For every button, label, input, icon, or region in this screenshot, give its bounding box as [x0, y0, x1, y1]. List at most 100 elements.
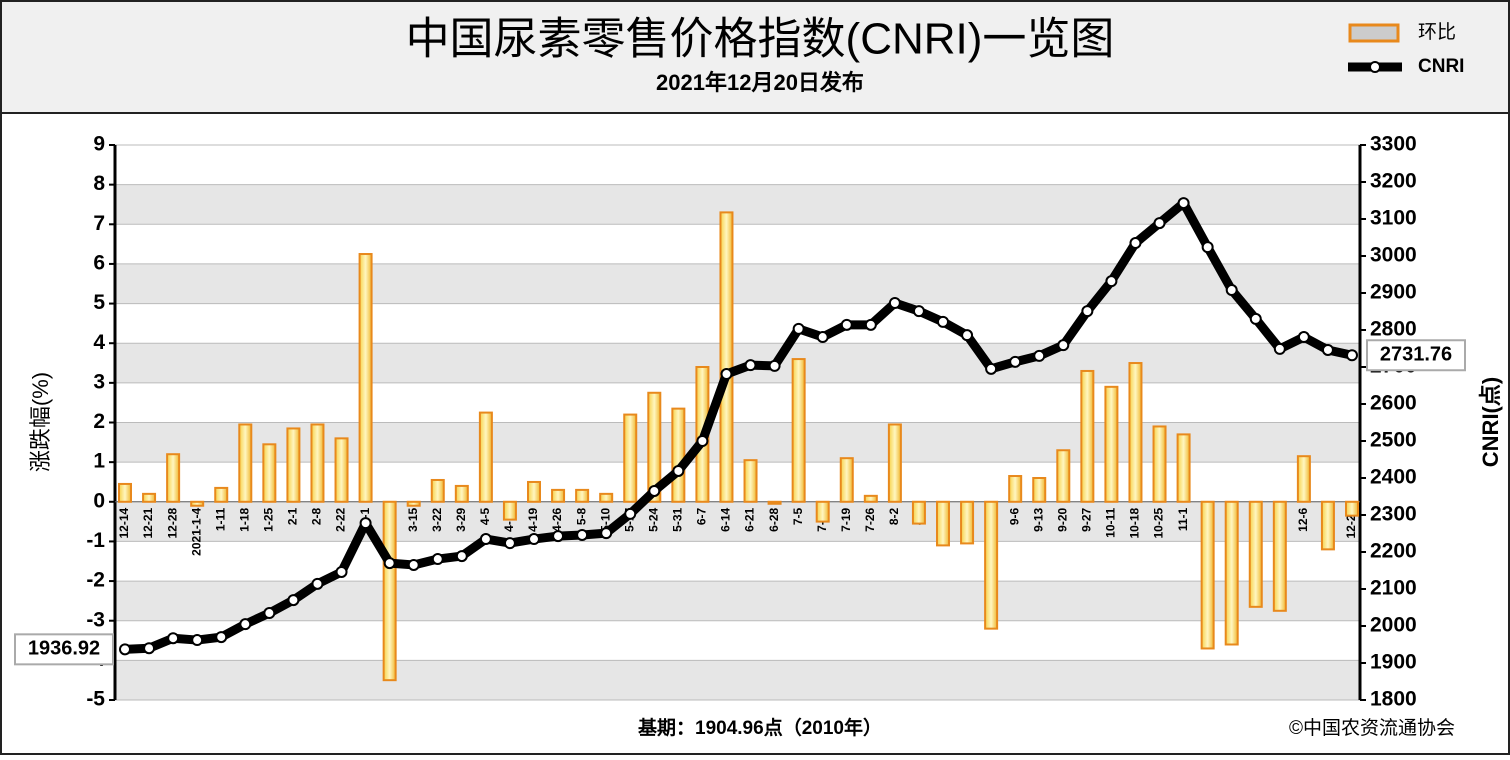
point — [503, 537, 516, 550]
point — [143, 642, 156, 655]
bar — [887, 423, 902, 503]
x-tick-label: 6-14 — [719, 507, 733, 531]
x-tick-label: 9-13 — [1031, 507, 1045, 531]
x-tick-label: 2021-1-4 — [189, 507, 203, 555]
point — [1057, 339, 1070, 352]
bar — [815, 500, 830, 523]
bar — [527, 480, 541, 503]
bar — [863, 494, 878, 503]
point — [937, 315, 949, 328]
bar — [502, 500, 517, 521]
x-tick-label: 1-11 — [213, 507, 227, 531]
point — [840, 318, 853, 331]
y-tick-label: 8 — [93, 172, 105, 195]
x-tick-label: 6-21 — [743, 507, 757, 531]
y2-tick-label: 2000 — [1370, 614, 1417, 637]
point — [383, 557, 396, 570]
bar — [1272, 500, 1287, 612]
bar — [1032, 477, 1047, 503]
header — [0, 0, 1510, 114]
x-tick-label: 11-1 — [1176, 507, 1190, 531]
point — [816, 331, 829, 344]
x-tick-label: 9-27 — [1080, 507, 1094, 531]
y-tick-label: 0 — [93, 489, 105, 512]
bar — [190, 500, 205, 507]
x-tick-label: 10-25 — [1152, 507, 1166, 538]
y-tick-label: -1 — [86, 529, 105, 552]
point — [1033, 349, 1046, 362]
point — [263, 607, 276, 620]
point — [624, 507, 637, 520]
bar — [791, 358, 806, 503]
bar — [1080, 369, 1095, 503]
point — [1177, 197, 1190, 210]
x-tick-label: 3-22 — [430, 507, 444, 531]
x-tick-label: 5-31 — [671, 507, 685, 531]
note: 基期：1904.96点（2010年） — [637, 716, 882, 739]
x-tick-label: 5-24 — [646, 507, 660, 531]
bar — [719, 211, 734, 503]
bar — [671, 407, 686, 503]
x-tick-label: 9-6 — [1007, 507, 1021, 525]
grid-band — [115, 184, 1360, 225]
point — [864, 318, 877, 331]
bar — [599, 492, 614, 503]
bar — [1200, 500, 1215, 650]
y2-tick-label: 2100 — [1370, 577, 1417, 600]
grid-band — [115, 501, 1360, 542]
grid-band — [115, 343, 1360, 383]
point — [888, 296, 901, 309]
bar — [623, 413, 638, 503]
point — [359, 517, 372, 530]
bar — [430, 478, 445, 503]
bar — [647, 391, 662, 503]
legend-label: CNRI — [1418, 56, 1464, 77]
legend-swatch — [1348, 23, 1400, 43]
data-label: 1936.92 — [28, 638, 100, 660]
point — [696, 435, 709, 447]
chart-subtitle: 2021年12月20日发布 — [656, 70, 864, 95]
x-tick-label: 6-7 — [695, 507, 709, 525]
y2-tick-label: 2900 — [1370, 281, 1417, 304]
label-box — [14, 633, 114, 666]
x-tick-label: 12-14 — [117, 507, 131, 538]
bar — [334, 437, 349, 503]
point — [455, 550, 468, 563]
y-tick-label: -2 — [86, 569, 105, 592]
y-tick-label: 4 — [93, 331, 105, 354]
bar — [767, 500, 782, 505]
label-box — [1366, 339, 1466, 372]
y-axis-title: 涨跌幅(%) — [28, 372, 53, 472]
x-tick-label: 12-6 — [1296, 507, 1310, 531]
x-tick-label: 5-8 — [574, 507, 588, 525]
point — [1081, 305, 1094, 318]
point — [311, 577, 324, 590]
bar — [575, 488, 590, 503]
y2-tick-label: 3300 — [1370, 133, 1417, 156]
grid-band — [115, 422, 1360, 463]
bar — [358, 253, 373, 503]
y2-tick-label: 2800 — [1370, 318, 1417, 341]
x-tick-label: 3-29 — [454, 507, 468, 531]
grid-band — [115, 581, 1360, 621]
bar — [286, 427, 301, 503]
grid-band — [115, 263, 1360, 304]
legend-point — [1369, 61, 1381, 73]
x-tick-label: 10-18 — [1128, 507, 1142, 538]
y2-tick-label: 2600 — [1370, 392, 1417, 415]
legend-label: 环比 — [1418, 21, 1456, 43]
y-tick-label: 1 — [93, 450, 105, 473]
point — [431, 553, 444, 566]
x-tick-label: 7-19 — [839, 507, 853, 531]
point — [407, 558, 420, 571]
bar — [1296, 455, 1311, 503]
point — [215, 631, 228, 644]
bar — [118, 482, 132, 503]
point — [528, 533, 540, 546]
bar — [1008, 475, 1023, 503]
x-tick-label: 7-5 — [791, 507, 805, 525]
point — [552, 530, 565, 543]
bar — [960, 500, 975, 545]
point — [239, 618, 252, 631]
bar — [911, 500, 926, 525]
